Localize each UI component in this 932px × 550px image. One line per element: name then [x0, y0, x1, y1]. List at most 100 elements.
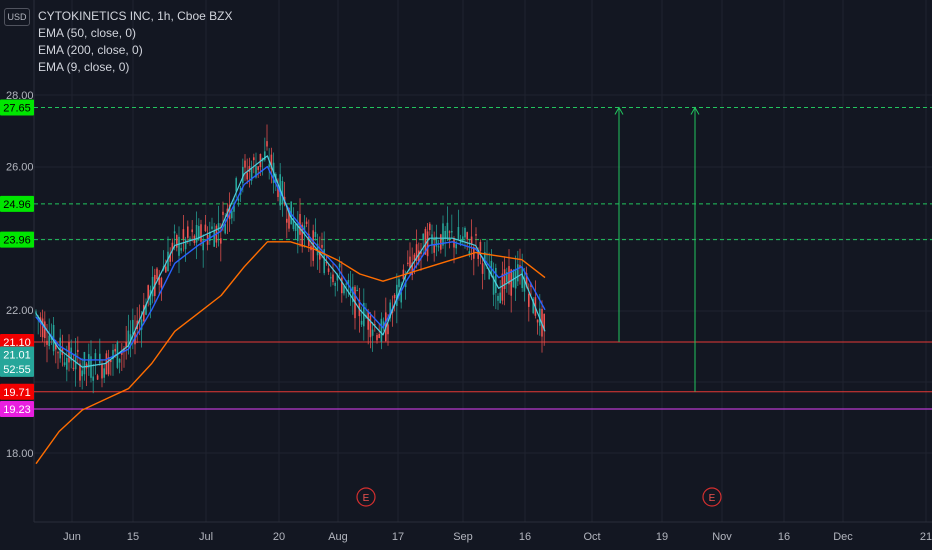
time-tick-label: Dec: [833, 531, 853, 543]
candle-body: [499, 292, 501, 304]
candle-body: [114, 348, 116, 352]
candle-body: [147, 285, 149, 300]
candle-body: [268, 164, 270, 168]
candle-body: [101, 364, 103, 379]
candle-body: [123, 348, 125, 352]
time-tick-label: 16: [519, 531, 531, 543]
indicator-ema9[interactable]: EMA (9, close, 0): [38, 60, 130, 74]
candle-body: [180, 248, 182, 251]
candle-body: [292, 218, 295, 230]
candle-body: [90, 356, 92, 378]
candle-body: [250, 168, 253, 181]
price-badge: [0, 360, 34, 377]
candle-body: [191, 229, 193, 233]
candle-body: [433, 245, 435, 253]
candle-body: [429, 223, 431, 230]
candle-body: [158, 277, 160, 285]
candle-body: [129, 334, 132, 341]
candle-body: [323, 249, 325, 274]
price-badge: [0, 99, 34, 116]
candle-body: [156, 268, 158, 279]
candle-body: [48, 335, 50, 347]
indicator-ema50[interactable]: EMA (50, close, 0): [38, 26, 137, 40]
candle-body: [202, 240, 204, 251]
candle-body: [517, 264, 519, 282]
candle-body: [536, 319, 539, 323]
candle-body: [112, 349, 114, 360]
candle-body: [143, 305, 145, 322]
candle-body: [543, 313, 545, 331]
candle-body: [409, 256, 411, 268]
price-tick-label: 26.00: [6, 162, 34, 174]
candle-body: [63, 362, 66, 366]
currency-button[interactable]: USD: [4, 8, 30, 26]
candle-body: [99, 353, 101, 364]
candle-body: [96, 375, 99, 380]
candle-body: [173, 231, 176, 234]
candle-body: [200, 224, 202, 242]
candle-body: [470, 236, 473, 245]
time-tick-label: Aug: [328, 531, 348, 543]
time-tick-label: 15: [127, 531, 139, 543]
candle-body: [345, 283, 347, 285]
price-badge: [0, 400, 34, 417]
candle-body: [132, 319, 134, 335]
candle-body: [59, 337, 61, 359]
time-tick-label: Nov: [712, 531, 732, 543]
candle-body: [327, 268, 330, 272]
candle-body: [171, 242, 174, 251]
price-badge: [0, 334, 34, 351]
candle-body: [305, 221, 308, 224]
candle-body: [92, 376, 94, 381]
price-badge-label: 19.23: [3, 404, 31, 416]
candle-body: [70, 347, 72, 361]
candle-body: [301, 224, 303, 247]
candle-body: [264, 151, 266, 161]
indicator-ema200[interactable]: EMA (200, close, 0): [38, 43, 143, 57]
candle-body: [521, 267, 523, 289]
candle-body: [336, 274, 339, 281]
candle-body: [118, 358, 121, 363]
candle-body: [220, 238, 222, 244]
candle-body: [270, 154, 273, 170]
candle-body: [396, 284, 398, 306]
candle-body: [237, 198, 240, 201]
candle-body: [444, 230, 446, 239]
target-arrow-head: [690, 106, 700, 115]
ema50-line: [35, 165, 546, 361]
time-tick-label: 16: [778, 531, 790, 543]
candle-body: [255, 166, 257, 178]
candle-body: [209, 231, 211, 241]
candle-body: [330, 277, 332, 279]
candle-body: [376, 334, 378, 341]
candle-body: [446, 222, 449, 239]
candle-body: [477, 251, 479, 259]
candle-body: [369, 315, 372, 338]
earnings-marker[interactable]: [356, 487, 376, 507]
price-badge-label: 21.01: [3, 350, 31, 362]
candle-body: [228, 204, 231, 220]
candle-body: [325, 262, 328, 264]
candle-body: [211, 226, 213, 229]
candle-body: [503, 269, 506, 289]
candle-body: [532, 298, 534, 314]
candle-body: [184, 239, 187, 250]
earnings-marker-label: E: [709, 493, 716, 504]
earnings-marker-label: E: [363, 493, 370, 504]
candle-body: [451, 231, 453, 233]
candle-body: [488, 270, 490, 280]
candle-body: [314, 231, 317, 237]
candle-body: [468, 251, 471, 256]
candle-body: [380, 318, 383, 342]
candle-body: [393, 294, 396, 299]
candle-body: [248, 166, 251, 172]
earnings-marker[interactable]: [702, 487, 722, 507]
candle-body: [389, 302, 391, 319]
candle-body: [66, 357, 68, 370]
candle-body: [94, 353, 97, 360]
price-tick-label: 18.00: [6, 448, 34, 460]
candle-body: [475, 234, 477, 236]
candle-body: [105, 353, 108, 375]
